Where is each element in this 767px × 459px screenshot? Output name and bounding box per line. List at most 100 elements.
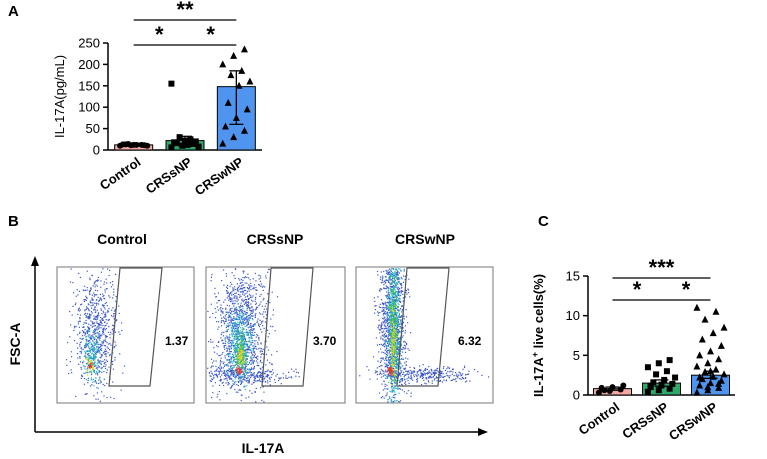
flow-dot — [100, 280, 102, 282]
flow-dot — [397, 355, 399, 357]
flow-dot — [377, 296, 379, 298]
flow-dot — [234, 286, 236, 288]
flow-dot — [397, 341, 399, 343]
flow-dot — [422, 374, 424, 376]
flow-dot — [240, 282, 242, 284]
flow-dot — [237, 354, 239, 356]
flow-dot — [228, 354, 230, 357]
flow-dot — [239, 315, 241, 317]
flow-dot — [97, 333, 99, 335]
data-point — [601, 387, 608, 394]
flow-dot — [382, 375, 385, 377]
flow-dot — [244, 376, 246, 379]
flow-dot — [452, 378, 454, 380]
flow-dot — [93, 364, 95, 366]
flow-dot — [222, 351, 224, 354]
flow-dot — [234, 344, 237, 346]
flow-dot — [271, 291, 273, 293]
flow-dot — [445, 379, 447, 381]
flow-dot — [93, 362, 96, 365]
flow-dot — [390, 318, 393, 320]
flow-dot — [389, 364, 391, 366]
flow-dot — [231, 291, 233, 293]
flow-dot — [396, 297, 398, 299]
flow-dot — [269, 384, 271, 386]
flow-dot — [244, 353, 246, 355]
flow-dot — [431, 382, 433, 384]
flow-dot — [233, 319, 235, 322]
flow-dot — [222, 381, 224, 384]
flow-dot — [244, 340, 246, 342]
flow-dot — [416, 381, 418, 383]
flow-dot — [239, 351, 241, 354]
flow-dot — [101, 360, 103, 363]
flow-dot — [366, 366, 368, 368]
flow-dot — [252, 349, 254, 351]
flow-dot — [225, 331, 227, 333]
flow-plot-crswnp — [355, 266, 494, 404]
flow-dot — [259, 319, 261, 321]
flow-dot — [228, 314, 230, 316]
flow-dot — [434, 372, 436, 374]
flow-dot — [394, 341, 396, 344]
flow-dot — [240, 356, 242, 358]
flow-dot — [394, 391, 396, 393]
flow-dot — [396, 348, 398, 350]
flow-dot — [444, 369, 447, 372]
flow-dot — [387, 377, 389, 379]
flow-dot — [461, 374, 463, 377]
flow-dot — [99, 339, 101, 342]
flow-dot — [393, 364, 395, 367]
flow-dot — [386, 302, 388, 304]
flow-dot — [394, 270, 396, 273]
flow-dot — [230, 322, 232, 324]
flow-dot — [257, 380, 260, 382]
flow-dot — [395, 272, 397, 274]
flow-dot — [463, 378, 465, 380]
flow-dot — [96, 329, 98, 331]
flow-dot — [246, 321, 248, 323]
flow-dot — [242, 371, 244, 373]
flow-dot — [252, 288, 254, 290]
flow-dot — [87, 366, 89, 368]
flow-dot — [410, 369, 412, 372]
flow-dot — [396, 347, 398, 349]
flow-dot — [275, 375, 277, 377]
flow-dot — [86, 374, 89, 376]
flow-dot — [395, 282, 398, 284]
flow-dot — [230, 358, 232, 360]
flow-dot — [388, 291, 390, 293]
flow-dot — [392, 344, 395, 346]
flow-dot — [90, 349, 92, 351]
flow-dot — [398, 293, 400, 295]
flow-dot — [243, 386, 245, 388]
flow-dot — [267, 374, 269, 377]
flow-dot — [234, 300, 236, 302]
flow-dot — [248, 290, 250, 292]
flow-dot — [391, 286, 393, 288]
data-point — [696, 351, 704, 359]
flow-dot — [394, 281, 396, 283]
flow-dot — [247, 277, 250, 279]
flow-dot — [262, 299, 264, 301]
flow-dot — [388, 268, 391, 270]
flow-dot — [387, 401, 389, 403]
flow-dot — [220, 378, 222, 381]
flow-dot — [226, 290, 228, 292]
flow-dot — [214, 287, 216, 289]
flow-dot — [96, 372, 98, 374]
flow-dot — [235, 338, 237, 340]
flow-dot — [105, 340, 107, 343]
flow-dot — [103, 312, 105, 314]
flow-dot — [100, 345, 103, 347]
flow-dot — [231, 325, 233, 327]
flow-dot — [253, 360, 255, 363]
flow-dot — [245, 344, 248, 346]
flow-dot — [88, 342, 90, 344]
flow-dot — [392, 287, 395, 289]
flow-dot — [397, 338, 399, 340]
flow-dot — [385, 304, 387, 307]
flow-dot — [235, 363, 237, 366]
flow-dot — [74, 327, 76, 329]
flow-dot — [391, 322, 393, 325]
